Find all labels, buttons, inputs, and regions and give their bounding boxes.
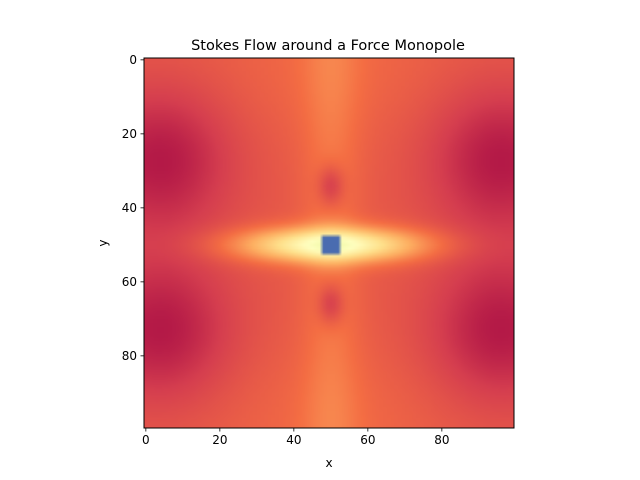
x-tick-label: 60 xyxy=(360,433,375,447)
x-tick-label: 80 xyxy=(434,433,449,447)
y-tick-label: 60 xyxy=(122,275,137,289)
y-axis: 0 20 40 60 80 xyxy=(122,53,144,363)
y-axis-label: y xyxy=(96,239,110,246)
x-axis: 0 20 40 60 80 xyxy=(142,428,449,447)
axes-frame xyxy=(143,57,515,429)
heatmap-image xyxy=(144,58,514,428)
chart-title: Stokes Flow around a Force Monopole xyxy=(191,38,465,54)
y-tick-label: 0 xyxy=(129,53,137,67)
y-tick-label: 40 xyxy=(122,201,137,215)
x-tick-label: 20 xyxy=(212,433,227,447)
x-tick-label: 40 xyxy=(286,433,301,447)
y-tick-label: 80 xyxy=(122,349,137,363)
x-axis-label: x xyxy=(325,456,332,470)
x-tick-label: 0 xyxy=(142,433,150,447)
y-tick-label: 20 xyxy=(122,127,137,141)
plot-area xyxy=(143,57,515,429)
